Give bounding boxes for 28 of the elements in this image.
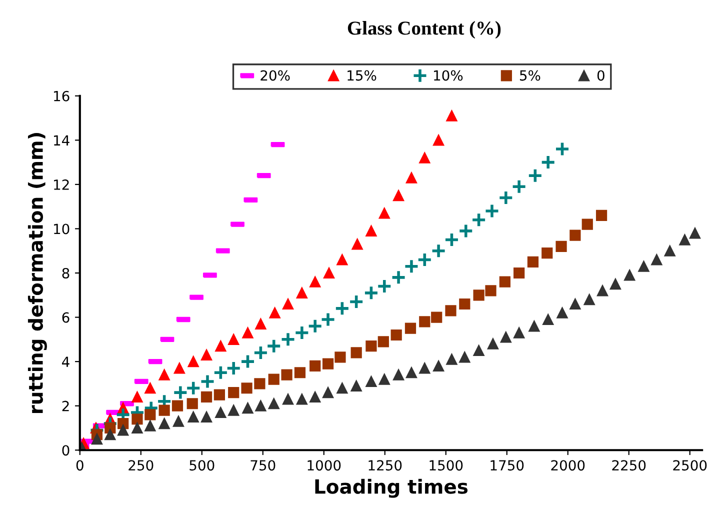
legend-label: 15%: [348, 70, 376, 81]
y-tick-label: 8: [62, 268, 70, 278]
legend-label: 5%: [520, 70, 540, 81]
y-tick-label: 4: [62, 356, 70, 367]
y-axis-title: rutting deformation (mm): [28, 133, 47, 414]
x-tick-label: 0: [76, 460, 84, 471]
legend-label: 0: [597, 70, 604, 81]
x-tick-label: 2500: [673, 460, 707, 471]
x-tick-label: 1250: [368, 460, 402, 471]
x-tick-label: 1000: [308, 460, 341, 471]
legend-label: 20%: [260, 70, 290, 81]
legend-label: 10%: [434, 70, 463, 81]
y-tick-label: 10: [54, 224, 70, 234]
x-tick-label: 2250: [612, 460, 646, 471]
legend-title: Glass Content (%): [348, 21, 501, 39]
x-tick-label: 500: [190, 460, 214, 471]
y-tick-label: 6: [62, 312, 70, 323]
x-tick-label: 750: [250, 460, 276, 471]
y-tick-label: 12: [54, 179, 69, 190]
x-tick-label: 1500: [430, 460, 463, 471]
x-axis-title: Loading times: [315, 478, 468, 498]
y-tick-label: 16: [54, 90, 70, 102]
x-tick-label: 1750: [490, 460, 524, 471]
y-tick-label: 0: [62, 445, 70, 456]
x-tick-label: 2000: [551, 460, 585, 471]
y-tick-label: 2: [62, 400, 69, 412]
x-tick-label: 250: [128, 460, 154, 471]
y-tick-label: 14: [54, 135, 70, 146]
